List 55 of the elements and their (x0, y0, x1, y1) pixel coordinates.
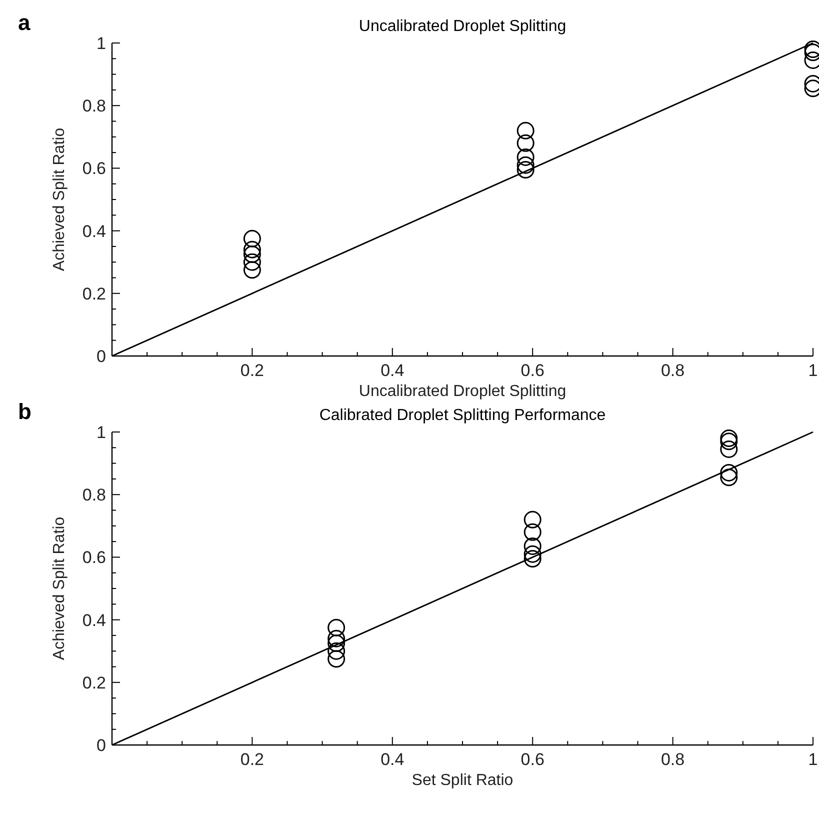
point (524, 550, 542, 568)
point (243, 246, 261, 264)
text: b (18, 399, 32, 424)
point (524, 510, 542, 528)
x-tick-label: 1 (808, 750, 818, 769)
x-axis-title: Set Split Ratio (412, 772, 514, 789)
point (524, 523, 542, 541)
y-tick-label: 0.2 (82, 284, 106, 304)
point (243, 261, 261, 279)
point (516, 161, 534, 179)
y-tick-label: 0.4 (82, 610, 106, 630)
x-tick-label: 0.8 (660, 750, 685, 769)
point (720, 432, 738, 450)
point (516, 156, 534, 174)
point (516, 148, 534, 166)
x-tick-label: 0.6 (520, 750, 544, 769)
x-tick-label: 0.2 (240, 750, 264, 769)
point (720, 464, 738, 482)
point (720, 430, 738, 448)
point (524, 537, 542, 555)
x-tick-label: 0.4 (380, 750, 404, 769)
chart-title: Calibrated Droplet Splitting Performance (319, 407, 606, 424)
point (328, 650, 346, 668)
y-tick-label: 0.8 (82, 96, 106, 116)
y-tick-label: 0.4 (82, 222, 106, 241)
y-tick-label: 1 (96, 423, 106, 442)
point (524, 545, 542, 563)
x-tick-label: 1 (808, 361, 818, 380)
x-tick-label: 0.6 (520, 361, 544, 380)
y-tick-label: 1 (96, 34, 106, 53)
x-axis-title: Uncalibrated Droplet Splitting (358, 383, 566, 400)
point (243, 253, 261, 271)
point (720, 468, 738, 486)
chart-title: Uncalibrated Droplet Splitting (358, 18, 566, 35)
y-tick-label: 0.2 (82, 673, 106, 692)
x-tick-label: 0.4 (380, 361, 404, 380)
y-tick-label: 0.8 (82, 486, 106, 505)
point (328, 642, 346, 660)
y-axis-title: Achieved Split Ratio (51, 516, 68, 660)
point (720, 440, 738, 458)
text: a (18, 10, 31, 35)
point (328, 634, 346, 652)
point (328, 618, 346, 636)
point (516, 122, 534, 140)
point (243, 240, 261, 258)
x-tick-label: 0.2 (240, 361, 264, 380)
y-tick-label: 0 (96, 736, 106, 755)
y-tick-label: 0.6 (82, 159, 106, 178)
x-tick-label: 0.8 (660, 361, 685, 380)
point (243, 230, 261, 248)
y-tick-label: 0.6 (82, 548, 106, 568)
y-axis-title: Achieved Split Ratio (51, 128, 68, 272)
y-tick-label: 0 (96, 347, 106, 366)
point (516, 134, 534, 152)
point (328, 630, 346, 648)
